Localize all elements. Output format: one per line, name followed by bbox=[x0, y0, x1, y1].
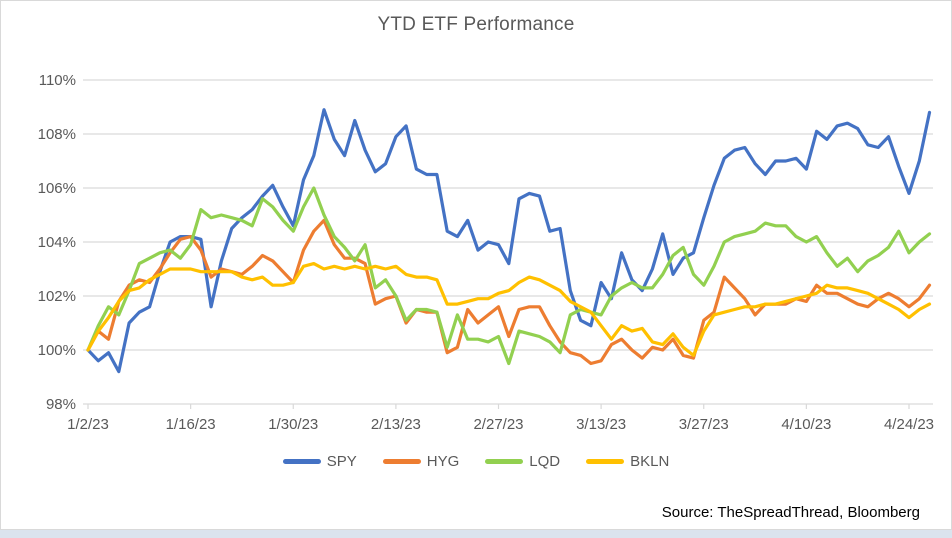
x-tick-label: 2/13/23 bbox=[370, 416, 421, 433]
x-tick-label: 3/27/23 bbox=[678, 416, 729, 433]
chart-legend: SPY HYG LQD BKLN bbox=[0, 453, 952, 470]
legend-swatch-lqd bbox=[485, 459, 524, 464]
legend-swatch-spy bbox=[282, 459, 321, 464]
y-tick-label: 102% bbox=[37, 288, 76, 305]
x-tick-label: 2/27/23 bbox=[473, 416, 524, 433]
sheet-background-strip bbox=[0, 530, 952, 538]
x-tick-label: 1/16/23 bbox=[165, 416, 216, 433]
y-tick-label: 104% bbox=[37, 234, 76, 251]
legend-item-spy: SPY bbox=[282, 453, 357, 470]
legend-label-lqd: LQD bbox=[529, 453, 561, 470]
y-tick-label: 108% bbox=[37, 126, 76, 143]
y-tick-label: 100% bbox=[37, 342, 76, 359]
legend-item-bkln: BKLN bbox=[586, 453, 669, 470]
legend-swatch-hyg bbox=[382, 459, 421, 464]
x-tick-label: 4/10/23 bbox=[781, 416, 832, 433]
legend-label-hyg: HYG bbox=[426, 453, 460, 470]
series-line-spy bbox=[86, 108, 932, 374]
legend-item-lqd: LQD bbox=[485, 453, 560, 470]
x-tick-label: 1/30/23 bbox=[268, 416, 319, 433]
legend-label-bkln: BKLN bbox=[630, 453, 670, 470]
chart-title: YTD ETF Performance bbox=[377, 14, 575, 35]
x-tick-label: 1/2/23 bbox=[67, 416, 109, 433]
legend-swatch-bkln bbox=[586, 459, 625, 464]
x-tick-label: 3/13/23 bbox=[576, 416, 627, 433]
y-tick-label: 106% bbox=[37, 180, 76, 197]
y-tick-label: 110% bbox=[38, 72, 76, 89]
y-tick-label: 98% bbox=[45, 396, 76, 413]
legend-item-hyg: HYG bbox=[382, 453, 460, 470]
x-tick-label: 4/24/23 bbox=[883, 416, 935, 433]
series-line-bkln bbox=[86, 262, 932, 357]
source-note: Source: TheSpreadThread, Bloomberg bbox=[661, 504, 920, 521]
legend-label-spy: SPY bbox=[326, 453, 357, 470]
series-line-lqd bbox=[86, 186, 932, 366]
